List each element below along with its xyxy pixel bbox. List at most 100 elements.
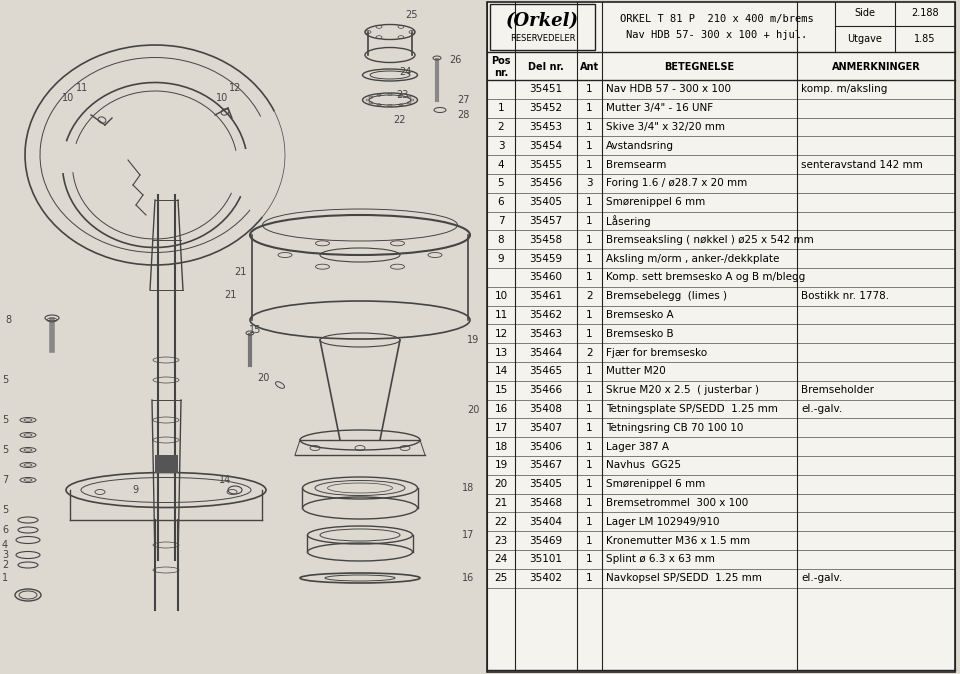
Text: 1: 1 (587, 160, 593, 170)
Text: 25: 25 (406, 10, 419, 20)
Text: 1: 1 (587, 367, 593, 376)
Text: 2.188: 2.188 (911, 8, 939, 18)
Text: Nav HDB 57 - 300 x 100: Nav HDB 57 - 300 x 100 (606, 84, 731, 94)
Text: 35462: 35462 (529, 310, 563, 320)
Text: 35405: 35405 (530, 197, 563, 207)
Text: 1: 1 (587, 441, 593, 452)
Text: Komp. sett bremsesko A og B m/blegg: Komp. sett bremsesko A og B m/blegg (606, 272, 805, 282)
Text: 1: 1 (587, 479, 593, 489)
Text: Bremseholder: Bremseholder (801, 386, 874, 395)
Text: 35404: 35404 (530, 517, 563, 527)
Text: 1: 1 (587, 197, 593, 207)
Text: 1: 1 (587, 536, 593, 545)
Text: 1: 1 (587, 216, 593, 226)
Text: 1: 1 (587, 103, 593, 113)
Text: 35453: 35453 (529, 122, 563, 132)
Text: 35456: 35456 (529, 179, 563, 189)
Text: 1: 1 (587, 84, 593, 94)
Text: el.-galv.: el.-galv. (801, 573, 842, 583)
Text: senteravstand 142 mm: senteravstand 142 mm (801, 160, 923, 170)
Text: 26: 26 (449, 55, 461, 65)
Text: 22: 22 (494, 517, 508, 527)
Text: Fjær for bremsesko: Fjær for bremsesko (606, 348, 708, 358)
Text: 20: 20 (494, 479, 508, 489)
Text: Splint ø 6.3 x 63 mm: Splint ø 6.3 x 63 mm (606, 555, 715, 564)
Text: komp. m/aksling: komp. m/aksling (801, 84, 887, 94)
Text: 2: 2 (587, 291, 593, 301)
Text: Del nr.: Del nr. (528, 62, 564, 72)
Bar (487, 2, 955, 672)
Text: 3: 3 (2, 550, 8, 560)
Text: 21: 21 (494, 498, 508, 508)
Text: 22: 22 (394, 115, 406, 125)
Text: 1: 1 (587, 253, 593, 264)
Text: Aksling m/orm , anker-/dekkplate: Aksling m/orm , anker-/dekkplate (606, 253, 780, 264)
Text: 35101: 35101 (530, 555, 563, 564)
Text: 35460: 35460 (530, 272, 563, 282)
Text: Bremseaksling ( nøkkel ) ø25 x 542 mm: Bremseaksling ( nøkkel ) ø25 x 542 mm (606, 235, 814, 245)
Text: 16: 16 (462, 573, 474, 583)
Text: Lager 387 A: Lager 387 A (606, 441, 669, 452)
Text: 18: 18 (494, 441, 508, 452)
Text: Bremsebelegg  (limes ): Bremsebelegg (limes ) (606, 291, 727, 301)
Text: 6: 6 (497, 197, 504, 207)
Text: Bostikk nr. 1778.: Bostikk nr. 1778. (801, 291, 889, 301)
Text: 12: 12 (228, 83, 241, 93)
Text: Side: Side (854, 8, 876, 18)
Text: 2: 2 (587, 348, 593, 358)
Text: 1: 1 (587, 517, 593, 527)
Text: Pos
nr.: Pos nr. (492, 56, 511, 78)
Text: el.-galv.: el.-galv. (801, 404, 842, 414)
Text: Mutter M20: Mutter M20 (606, 367, 665, 376)
Text: 1: 1 (2, 573, 8, 583)
Text: 10: 10 (216, 93, 228, 103)
Text: 25: 25 (494, 573, 508, 583)
Text: 35466: 35466 (529, 386, 563, 395)
Text: 35458: 35458 (529, 235, 563, 245)
Text: 21: 21 (234, 267, 246, 277)
Text: 16: 16 (494, 404, 508, 414)
Text: Kronemutter M36 x 1.5 mm: Kronemutter M36 x 1.5 mm (606, 536, 750, 545)
Bar (490, 4, 595, 50)
Text: 1: 1 (587, 555, 593, 564)
Text: 1: 1 (587, 573, 593, 583)
Text: 10: 10 (494, 291, 508, 301)
Text: 11: 11 (76, 83, 88, 93)
Bar (0, 0, 480, 674)
Text: 10: 10 (61, 93, 74, 103)
Bar (155, 455, 178, 473)
Text: 1: 1 (587, 235, 593, 245)
Text: 19: 19 (467, 335, 479, 345)
Text: 35461: 35461 (529, 291, 563, 301)
Text: 1.85: 1.85 (914, 34, 936, 44)
Text: 35454: 35454 (529, 141, 563, 151)
Text: Foring 1.6 / ø28.7 x 20 mm: Foring 1.6 / ø28.7 x 20 mm (606, 179, 747, 189)
Text: 35468: 35468 (529, 498, 563, 508)
Text: 35459: 35459 (529, 253, 563, 264)
Text: 1: 1 (587, 423, 593, 433)
Text: 1: 1 (587, 329, 593, 339)
Text: 35407: 35407 (530, 423, 563, 433)
Text: 21: 21 (224, 290, 236, 300)
Text: 4: 4 (497, 160, 504, 170)
Text: 9: 9 (132, 485, 138, 495)
Text: 20: 20 (257, 373, 269, 383)
Text: 35406: 35406 (530, 441, 563, 452)
Text: 1: 1 (587, 386, 593, 395)
Text: Bremsesko B: Bremsesko B (606, 329, 674, 339)
Text: 35405: 35405 (530, 479, 563, 489)
Text: BETEGNELSE: BETEGNELSE (664, 62, 734, 72)
Text: 9: 9 (497, 253, 504, 264)
Text: 1: 1 (587, 498, 593, 508)
Text: RESERVEDELER: RESERVEDELER (510, 34, 575, 43)
Text: 14: 14 (494, 367, 508, 376)
Text: 1: 1 (587, 122, 593, 132)
Text: 11: 11 (494, 310, 508, 320)
Text: Skive 3/4" x 32/20 mm: Skive 3/4" x 32/20 mm (606, 122, 725, 132)
Text: 1: 1 (497, 103, 504, 113)
Text: 1: 1 (587, 141, 593, 151)
Text: Bremsearm: Bremsearm (606, 160, 666, 170)
Text: 35469: 35469 (529, 536, 563, 545)
Text: 17: 17 (494, 423, 508, 433)
Text: 19: 19 (494, 460, 508, 470)
